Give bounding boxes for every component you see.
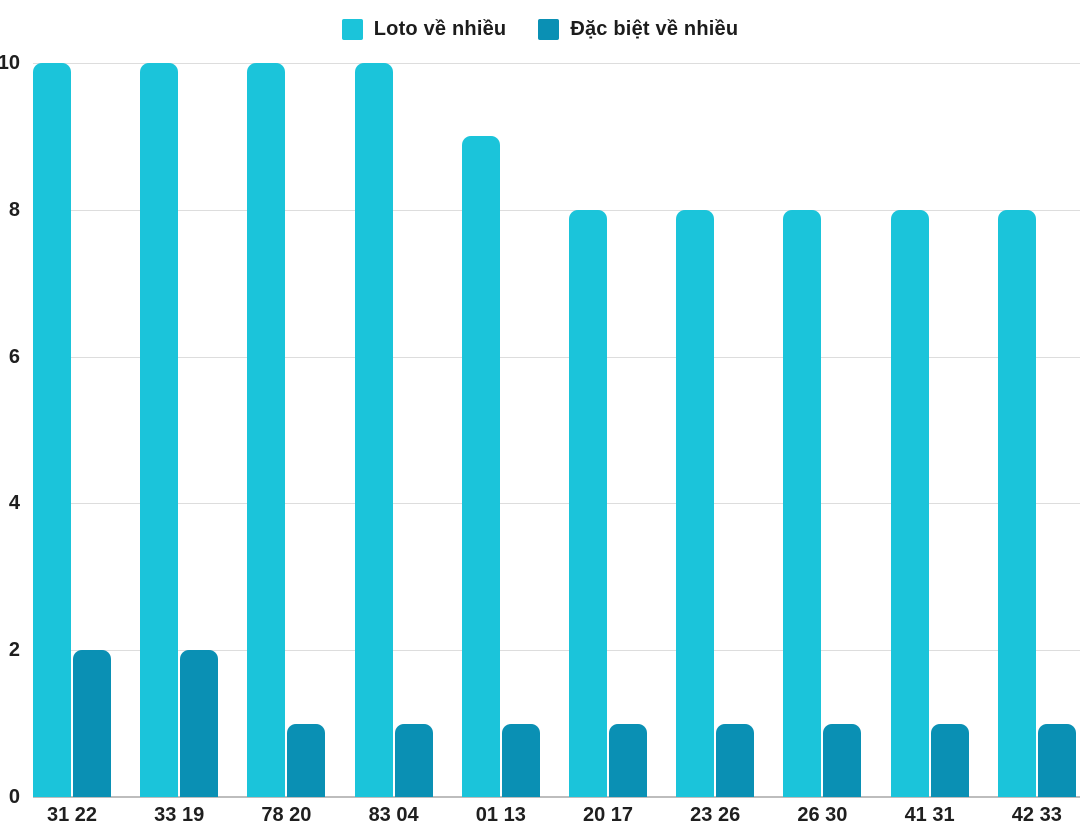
x-axis-label: 78 20 <box>261 804 312 826</box>
legend-item: Loto về nhiều <box>341 18 507 41</box>
bar-series-1 <box>287 723 326 797</box>
bar-series-1 <box>501 723 540 797</box>
y-axis-label: 4 <box>8 492 20 515</box>
bar-series-1 <box>73 650 111 797</box>
x-axis-label: 33 19 <box>154 804 205 826</box>
bar-series-1 <box>609 723 647 797</box>
legend-label: Loto về nhiều <box>373 18 507 40</box>
bar-series-0 <box>140 63 179 797</box>
x-axis-label: 31 22 <box>46 804 98 826</box>
gridline <box>33 356 1080 358</box>
bar-series-0 <box>354 63 393 797</box>
x-axis-baseline <box>33 796 1080 798</box>
bar-series-0 <box>676 209 715 797</box>
bar-series-1 <box>394 723 433 797</box>
x-axis-label: 83 04 <box>368 804 419 826</box>
legend-swatch-icon <box>538 19 560 40</box>
x-axis-label: 42 33 <box>1011 804 1062 826</box>
bar-series-0 <box>461 136 500 797</box>
gridline <box>33 209 1080 211</box>
y-axis-label: 8 <box>8 198 20 221</box>
bar-series-1 <box>823 723 862 797</box>
legend-label: Đặc biệt về nhiều <box>570 18 739 40</box>
x-axis-label: 20 17 <box>582 804 634 826</box>
bar-series-0 <box>997 209 1036 797</box>
bar-series-0 <box>783 209 822 797</box>
y-axis-label: 10 <box>0 52 20 74</box>
y-axis-label: 0 <box>8 786 20 808</box>
bar-series-1 <box>1037 723 1076 797</box>
x-axis-label: 23 26 <box>690 804 741 826</box>
gridline <box>33 503 1080 505</box>
y-axis-label: 6 <box>8 345 20 368</box>
bar-series-0 <box>569 209 607 797</box>
chart-legend: Loto về nhiều Đặc biệt về nhiều <box>0 18 1080 41</box>
bar-series-1 <box>930 723 969 797</box>
x-axis-label: 26 30 <box>797 804 848 826</box>
bar-series-0 <box>890 209 929 797</box>
bar-series-0 <box>247 63 286 797</box>
gridline <box>33 63 1080 64</box>
bar-series-1 <box>180 650 219 797</box>
x-axis-label: 41 31 <box>904 804 955 826</box>
legend-swatch-icon <box>341 19 363 40</box>
bar-series-1 <box>716 723 755 797</box>
y-axis-label: 2 <box>8 639 20 662</box>
bar-series-0 <box>33 63 71 797</box>
gridline <box>33 650 1080 652</box>
x-axis-label: 01 13 <box>475 804 526 826</box>
legend-item: Đặc biệt về nhiều <box>538 18 738 41</box>
